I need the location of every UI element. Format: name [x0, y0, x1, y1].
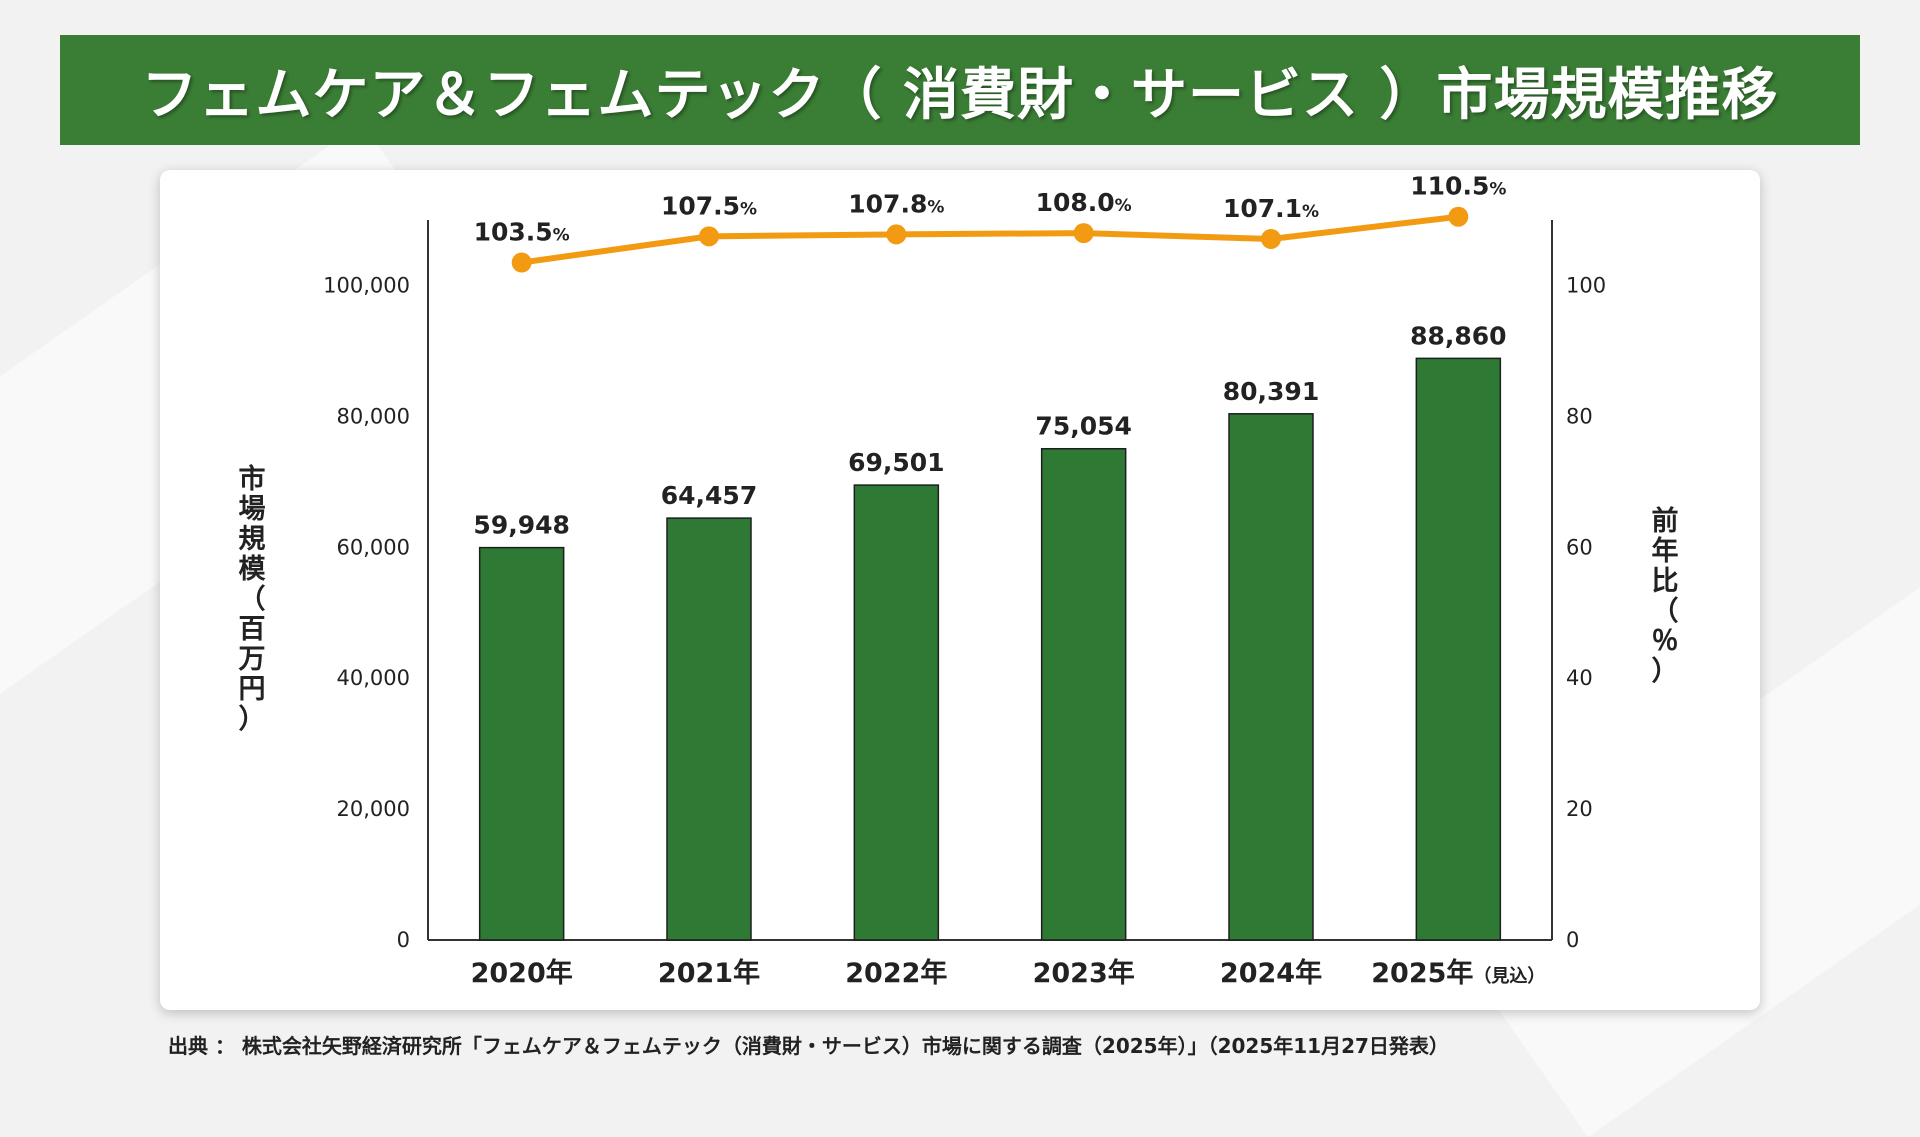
y-tick-label: 40,000 [337, 666, 410, 690]
yoy-value-label: 107.5% [661, 191, 757, 220]
bar [1415, 357, 1502, 941]
yoy-point [886, 224, 907, 245]
x-tick-label: 2023年 [1033, 957, 1135, 989]
x-tick-label: 2020年 [471, 957, 573, 989]
yoy-point [511, 252, 532, 273]
yoy-value-label: 108.0% [1036, 188, 1132, 217]
chart: 0 20,000 40,000 60,000 80,000 100,000 0 20 40 60 8… [239, 172, 1679, 989]
bar-value-label: 80,391 [1223, 377, 1319, 406]
bar [666, 517, 752, 941]
y2-tick-label: 100 [1566, 273, 1606, 297]
y2-tick-label: 80 [1566, 404, 1593, 428]
y-tick-label: 0 [397, 928, 410, 952]
y-tick-label: 20,000 [337, 797, 410, 821]
x-tick-label: 2022年 [845, 957, 947, 989]
y2-tick-label: 0 [1566, 928, 1579, 952]
page-title: フェムケア＆フェムテック（ 消費財・サービス ）市場規模推移 [141, 62, 1779, 128]
yoy-value-label: 103.5% [474, 218, 570, 247]
yoy-point [1261, 228, 1281, 249]
y-tick-label: 80,000 [337, 404, 410, 428]
y-tick-label: 60,000 [337, 535, 410, 559]
yoy-point [699, 226, 719, 247]
y2-tick-label: 40 [1566, 666, 1593, 690]
yoy-point [1073, 223, 1094, 244]
bar [853, 484, 940, 941]
bar-value-label: 88,860 [1410, 321, 1506, 350]
x-tick-label: 2024年 [1220, 957, 1322, 989]
bar [1228, 413, 1314, 941]
bar [1040, 447, 1127, 941]
source-citation: 出典 ： 株式会社矢野経済研究所「フェムケア＆フェムテック（消費財・サービス）市… [168, 1034, 1449, 1058]
x-tick-label: 2021年 [658, 957, 760, 989]
y-axis-title: 市場規模（百万円） [239, 463, 266, 735]
yoy-line [521, 213, 1459, 266]
bar [478, 546, 565, 941]
bar-value-label: 75,054 [1035, 412, 1131, 441]
y2-tick-label: 20 [1566, 797, 1593, 821]
y2-tick-label: 60 [1566, 535, 1593, 559]
chart-panel: 0 20,000 40,000 60,000 80,000 100,000 0 20 40 60 8… [160, 170, 1760, 1010]
yoy-value-label: 110.5% [1410, 172, 1506, 201]
bar-value-label: 69,501 [848, 448, 944, 477]
yoy-value-label: 107.1% [1223, 194, 1319, 223]
y2-axis-title: 前年比（％） [1652, 505, 1679, 687]
yoy-value-label: 107.8% [848, 189, 944, 218]
bar-value-label: 64,457 [661, 481, 757, 510]
y-tick-label: 100,000 [323, 273, 410, 297]
x-tick-label: 2025年（見込） [1371, 957, 1545, 989]
bar-value-label: 59,948 [473, 511, 569, 540]
title-banner: フェムケア＆フェムテック（ 消費財・サービス ）市場規模推移 [60, 35, 1860, 145]
yoy-point [1448, 206, 1469, 227]
